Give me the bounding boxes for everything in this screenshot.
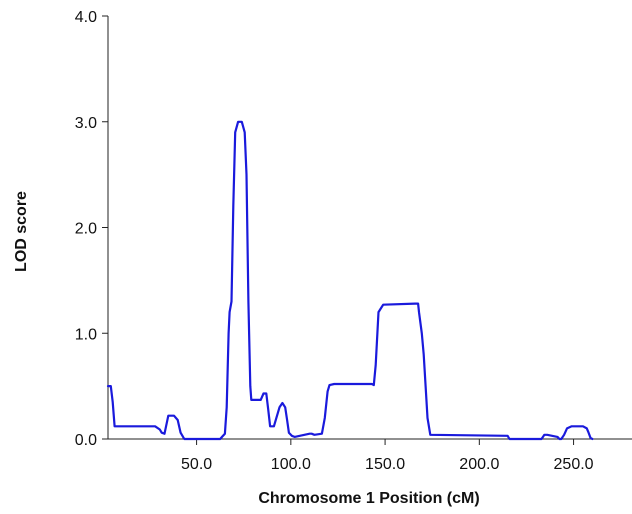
y-tick-label: 2.0 (75, 221, 97, 238)
y-tick-label: 0.0 (75, 432, 97, 449)
y-tick-label: 4.0 (75, 9, 97, 26)
axes (107, 16, 632, 440)
x-tick-label: 150.0 (365, 456, 405, 473)
y-axis-title: LOD score (13, 191, 30, 272)
axis-ticks: 0.0 1.0 2.0 3.0 4.0 50.0 100.0 150.0 200.0 250.0 (75, 9, 594, 473)
x-tick-label: 100.0 (271, 456, 311, 473)
series-layer (106, 120, 594, 441)
y-tick-label: 3.0 (75, 115, 97, 132)
x-tick-label: 50.0 (181, 456, 212, 473)
x-tick-label: 250.0 (554, 456, 594, 473)
series-line (106, 120, 594, 441)
x-axis-title: Chromosome 1 Position (cM) (258, 490, 479, 507)
y-tick-label: 1.0 (75, 326, 97, 343)
x-tick-label: 200.0 (459, 456, 499, 473)
